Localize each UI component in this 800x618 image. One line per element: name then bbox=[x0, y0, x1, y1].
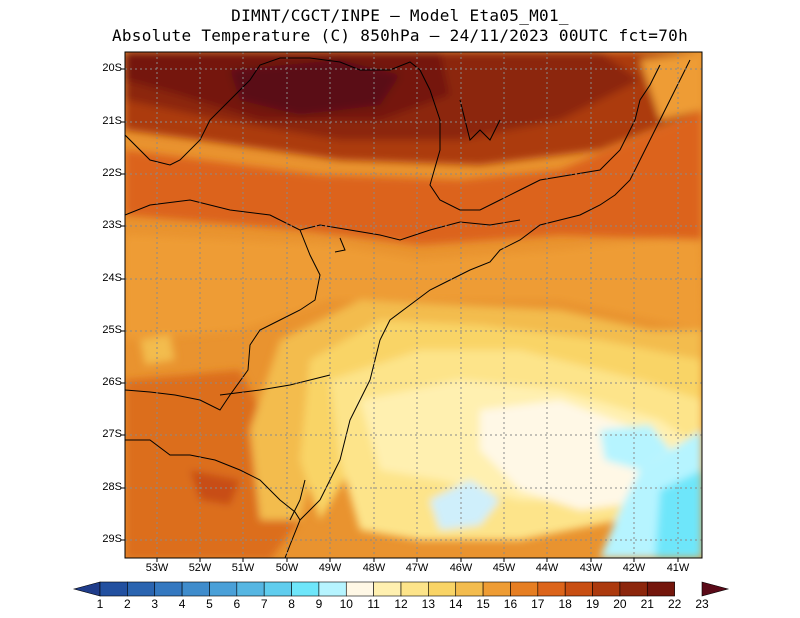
colorbar-label: 1 bbox=[96, 597, 104, 611]
lon-label: 51W bbox=[231, 562, 255, 574]
colorbar-label: 2 bbox=[124, 597, 131, 611]
colorbar-swatch bbox=[345, 581, 374, 597]
lon-label: 44W bbox=[535, 562, 559, 574]
colorbar-swatch bbox=[428, 581, 457, 597]
lat-label: 27S bbox=[102, 428, 122, 440]
lon-label: 48W bbox=[362, 562, 386, 574]
colorbar-swatch bbox=[455, 581, 484, 597]
colorbar-swatch bbox=[209, 581, 238, 597]
colorbar-label: 20 bbox=[613, 597, 627, 611]
colorbar-label: 17 bbox=[531, 597, 545, 611]
colorbar-label: 11 bbox=[367, 597, 380, 611]
lon-label: 53W bbox=[145, 562, 169, 574]
colorbar-swatch bbox=[263, 581, 292, 597]
lat-label: 25S bbox=[102, 324, 122, 336]
colorbar-label: 18 bbox=[558, 597, 572, 611]
colorbar-label: 7 bbox=[260, 597, 268, 611]
lat-label: 23S bbox=[102, 219, 122, 231]
lon-label: 49W bbox=[318, 562, 342, 574]
map-title-line-1: DIMNT/CGCT/INPE – Model Eta05_M01_ bbox=[231, 6, 569, 25]
colorbar-label: 21 bbox=[640, 597, 654, 611]
colorbar-label: 12 bbox=[394, 597, 408, 611]
colorbar-label: 10 bbox=[339, 597, 353, 611]
colorbar-label: 22 bbox=[667, 597, 682, 611]
colorbar-swatch bbox=[510, 581, 539, 597]
lat-label: 22S bbox=[102, 167, 122, 179]
colorbar-label: 4 bbox=[178, 597, 186, 611]
colorbar-label: 9 bbox=[315, 597, 323, 611]
colorbar-label: 14 bbox=[449, 597, 463, 611]
colorbar-swatch bbox=[72, 581, 101, 597]
lat-label: 28S bbox=[102, 481, 122, 493]
colorbar bbox=[72, 581, 730, 597]
colorbar-label: 13 bbox=[421, 597, 436, 611]
colorbar-label: 3 bbox=[151, 597, 159, 611]
lon-label: 41W bbox=[666, 562, 690, 574]
colorbar-swatch bbox=[537, 581, 566, 597]
colorbar-swatch bbox=[181, 581, 210, 597]
temperature-field bbox=[125, 52, 702, 558]
colorbar-label: 8 bbox=[288, 597, 295, 611]
lon-label: 50W bbox=[275, 562, 299, 574]
lon-label: 45W bbox=[492, 562, 516, 574]
lat-label: 21S bbox=[102, 115, 122, 127]
lon-label: 42W bbox=[622, 562, 646, 574]
colorbar-swatch bbox=[236, 581, 265, 597]
colorbar-swatch bbox=[127, 581, 156, 597]
colorbar-label: 19 bbox=[585, 597, 600, 611]
colorbar-label: 16 bbox=[503, 597, 518, 611]
colorbar-swatch bbox=[318, 581, 347, 597]
colorbar-swatch bbox=[592, 581, 621, 597]
colorbar-swatch bbox=[619, 581, 648, 597]
colorbar-label: 23 bbox=[695, 597, 709, 611]
colorbar-swatch bbox=[646, 581, 675, 597]
lat-label: 24S bbox=[102, 272, 122, 284]
map-frame bbox=[124, 51, 703, 559]
colorbar-swatch bbox=[99, 581, 128, 597]
colorbar-label: 5 bbox=[206, 597, 213, 611]
lat-label: 20S bbox=[102, 62, 122, 74]
colorbar-swatch bbox=[154, 581, 183, 597]
map-title-line-2: Absolute Temperature (C) 850hPa – 24/11/… bbox=[111, 26, 689, 45]
lat-label: 26S bbox=[102, 376, 122, 388]
lon-label: 52W bbox=[188, 562, 212, 574]
lon-label: 46W bbox=[449, 562, 473, 574]
colorbar-label: 6 bbox=[233, 597, 241, 611]
lon-label: 43W bbox=[579, 562, 603, 574]
lon-label: 47W bbox=[405, 562, 429, 574]
lat-label: 29S bbox=[102, 533, 122, 545]
colorbar-swatch bbox=[291, 581, 320, 597]
colorbar-label: 15 bbox=[476, 597, 490, 611]
colorbar-swatch bbox=[373, 581, 402, 597]
colorbar-swatch bbox=[400, 581, 429, 597]
colorbar-swatch bbox=[564, 581, 593, 597]
colorbar-swatch bbox=[701, 581, 730, 597]
colorbar-swatch bbox=[482, 581, 511, 597]
